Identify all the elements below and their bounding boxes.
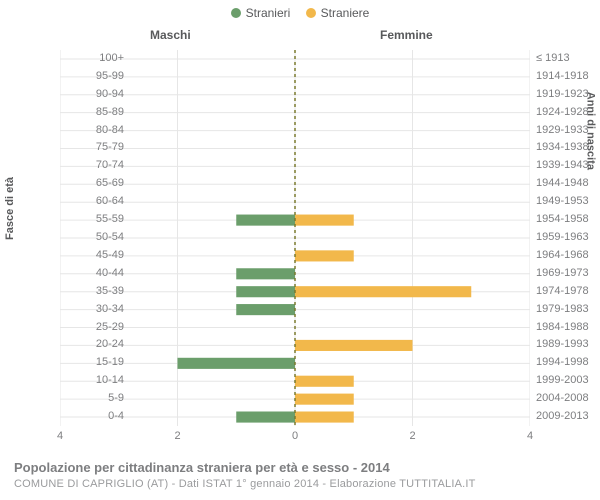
plot-svg [60, 44, 530, 444]
y-tick-right: 1954-1958 [536, 213, 596, 225]
legend: Stranieri Straniere [0, 6, 600, 21]
y-tick-right: 1944-1948 [536, 177, 596, 189]
bar-male [236, 215, 295, 226]
bar-male [236, 411, 295, 422]
y-tick-left: 100+ [64, 52, 124, 64]
y-tick-left: 90-94 [64, 88, 124, 100]
y-tick-left: 10-14 [64, 374, 124, 386]
y-tick-left: 50-54 [64, 231, 124, 243]
y-tick-right: 1924-1928 [536, 106, 596, 118]
y-tick-left: 45-49 [64, 249, 124, 261]
y-tick-right: 1984-1988 [536, 321, 596, 333]
y-tick-right: 1974-1978 [536, 285, 596, 297]
legend-swatch-female [306, 8, 316, 18]
column-header-female: Femmine [380, 28, 433, 42]
y-tick-left: 25-29 [64, 321, 124, 333]
x-tick: 2 [409, 430, 415, 442]
legend-item-male: Stranieri [231, 6, 291, 20]
y-tick-left: 35-39 [64, 285, 124, 297]
legend-swatch-male [231, 8, 241, 18]
y-tick-right: 1964-1968 [536, 249, 596, 261]
y-tick-left: 85-89 [64, 106, 124, 118]
y-tick-left: 30-34 [64, 303, 124, 315]
legend-item-female: Straniere [306, 6, 370, 20]
y-tick-left: 60-64 [64, 195, 124, 207]
chart-container: Stranieri Straniere Maschi Femmine Fasce… [0, 0, 600, 500]
y-tick-right: 1959-1963 [536, 231, 596, 243]
bar-male [236, 304, 295, 315]
bar-male [178, 358, 296, 369]
y-tick-left: 15-19 [64, 356, 124, 368]
y-tick-right: 1919-1923 [536, 88, 596, 100]
bar-female [295, 286, 471, 297]
x-tick: 2 [174, 430, 180, 442]
y-tick-left: 40-44 [64, 267, 124, 279]
y-tick-left: 95-99 [64, 70, 124, 82]
bar-female [295, 376, 354, 387]
y-tick-right: ≤ 1913 [536, 52, 596, 64]
y-tick-right: 1989-1993 [536, 338, 596, 350]
y-tick-left: 5-9 [64, 392, 124, 404]
y-tick-left: 20-24 [64, 338, 124, 350]
y-tick-right: 1994-1998 [536, 356, 596, 368]
bar-female [295, 215, 354, 226]
y-tick-right: 1969-1973 [536, 267, 596, 279]
y-axis-left-title: Fasce di età [4, 177, 16, 240]
y-tick-right: 2009-2013 [536, 410, 596, 422]
bar-female [295, 250, 354, 261]
legend-label-male: Stranieri [246, 6, 291, 20]
plot-area [60, 44, 530, 444]
y-tick-right: 1914-1918 [536, 70, 596, 82]
y-tick-right: 1979-1983 [536, 303, 596, 315]
x-tick: 4 [57, 430, 63, 442]
y-tick-right: 1999-2003 [536, 374, 596, 386]
bar-male [236, 268, 295, 279]
bar-female [295, 340, 413, 351]
y-tick-left: 80-84 [64, 124, 124, 136]
y-tick-right: 2004-2008 [536, 392, 596, 404]
y-tick-left: 55-59 [64, 213, 124, 225]
y-tick-right: 1934-1938 [536, 141, 596, 153]
x-tick: 4 [527, 430, 533, 442]
column-header-male: Maschi [150, 28, 191, 42]
bar-male [236, 286, 295, 297]
bar-female [295, 411, 354, 422]
y-tick-left: 75-79 [64, 141, 124, 153]
y-tick-right: 1929-1933 [536, 124, 596, 136]
footer-title: Popolazione per cittadinanza straniera p… [14, 460, 390, 475]
y-tick-right: 1939-1943 [536, 159, 596, 171]
y-tick-left: 65-69 [64, 177, 124, 189]
footer-subtitle: COMUNE DI CAPRIGLIO (AT) - Dati ISTAT 1°… [14, 478, 476, 490]
bar-female [295, 394, 354, 405]
legend-label-female: Straniere [321, 6, 370, 20]
x-tick: 0 [292, 430, 298, 442]
y-tick-left: 70-74 [64, 159, 124, 171]
y-tick-right: 1949-1953 [536, 195, 596, 207]
y-tick-left: 0-4 [64, 410, 124, 422]
